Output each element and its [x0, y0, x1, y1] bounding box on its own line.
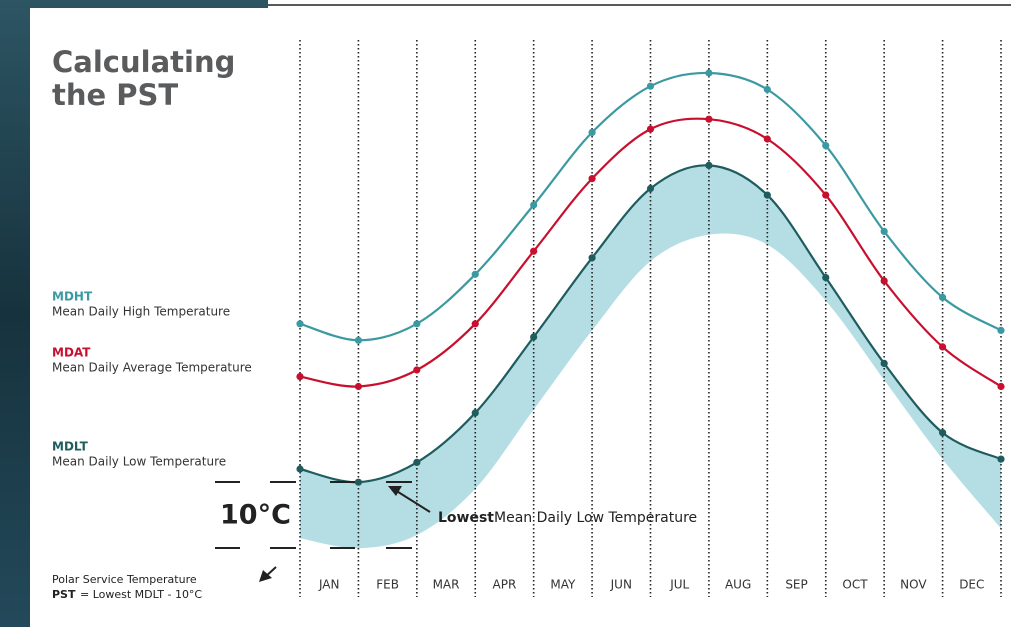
- data-point: [880, 359, 888, 367]
- data-point: [705, 115, 713, 123]
- data-point: [588, 128, 596, 136]
- offset-label: 10°C: [220, 500, 291, 531]
- data-point: [822, 191, 830, 199]
- data-point: [763, 191, 771, 199]
- data-point: [354, 336, 363, 344]
- x-tick-label: JUL: [669, 578, 689, 592]
- legend-name: MDLT: [52, 440, 89, 454]
- x-tick-label: DEC: [959, 578, 984, 592]
- data-point: [997, 326, 1005, 334]
- legend-description: Mean Daily Average Temperature: [52, 361, 252, 375]
- data-point: [471, 409, 479, 417]
- x-tick-label: AUG: [725, 578, 751, 592]
- plot: JAN FEB MAR APR MAY JUN JUL AUG SEP OCT NOV DEC: [296, 40, 1005, 597]
- data-point: [880, 277, 888, 285]
- x-tick-label: MAR: [433, 578, 460, 592]
- data-point: [413, 458, 421, 466]
- data-point: [530, 333, 538, 341]
- data-point: [471, 270, 479, 278]
- data-point: [413, 320, 421, 328]
- legend-name: MDAT: [52, 346, 91, 360]
- annotation-bold: Lowest: [438, 510, 494, 526]
- legend-name: MDHT: [52, 290, 93, 304]
- data-point: [296, 373, 304, 381]
- footnote-bold: PST: [52, 588, 76, 601]
- footnote: Polar Service Temperature: [52, 573, 197, 586]
- data-point: [646, 184, 655, 193]
- x-tick-label: JAN: [318, 578, 340, 592]
- data-point: [646, 82, 655, 90]
- footnote-formula: = Lowest MDLT - 10°C: [80, 588, 202, 601]
- data-point: [530, 201, 538, 209]
- data-point: [413, 366, 421, 374]
- data-point: [705, 69, 713, 77]
- legend-description: Mean Daily High Temperature: [52, 305, 230, 319]
- data-point: [646, 125, 655, 133]
- x-tick-label: JUN: [610, 578, 632, 592]
- data-point: [588, 175, 596, 183]
- chart-title: Calculating the PST: [52, 45, 236, 112]
- panel-top: [268, 0, 1011, 8]
- data-point: [588, 254, 596, 262]
- data-point: [763, 85, 771, 94]
- data-point: [880, 227, 888, 235]
- data-point: [938, 293, 947, 301]
- x-tick-label: FEB: [376, 578, 399, 592]
- legend-description: Mean Daily Low Temperature: [52, 455, 226, 469]
- x-tick-label: APR: [493, 578, 517, 592]
- x-tick-label: SEP: [785, 578, 807, 592]
- data-point: [296, 465, 304, 473]
- data-point: [354, 478, 363, 486]
- data-point: [354, 382, 363, 391]
- offset-markers: [215, 481, 431, 582]
- annotation: Mean Daily Low Temperature: [494, 510, 697, 526]
- x-tick-label: OCT: [842, 578, 868, 592]
- data-point: [530, 247, 538, 255]
- data-point: [471, 320, 479, 328]
- data-point: [763, 135, 771, 143]
- data-point: [938, 343, 947, 351]
- data-point: [822, 274, 830, 282]
- x-tick-label: NOV: [900, 578, 927, 592]
- x-tick-label: MAY: [550, 578, 576, 592]
- data-point: [997, 382, 1005, 391]
- data-point: [997, 455, 1005, 463]
- data-point: [822, 142, 830, 150]
- data-point: [296, 320, 304, 328]
- data-point: [938, 429, 947, 437]
- data-point: [705, 161, 713, 169]
